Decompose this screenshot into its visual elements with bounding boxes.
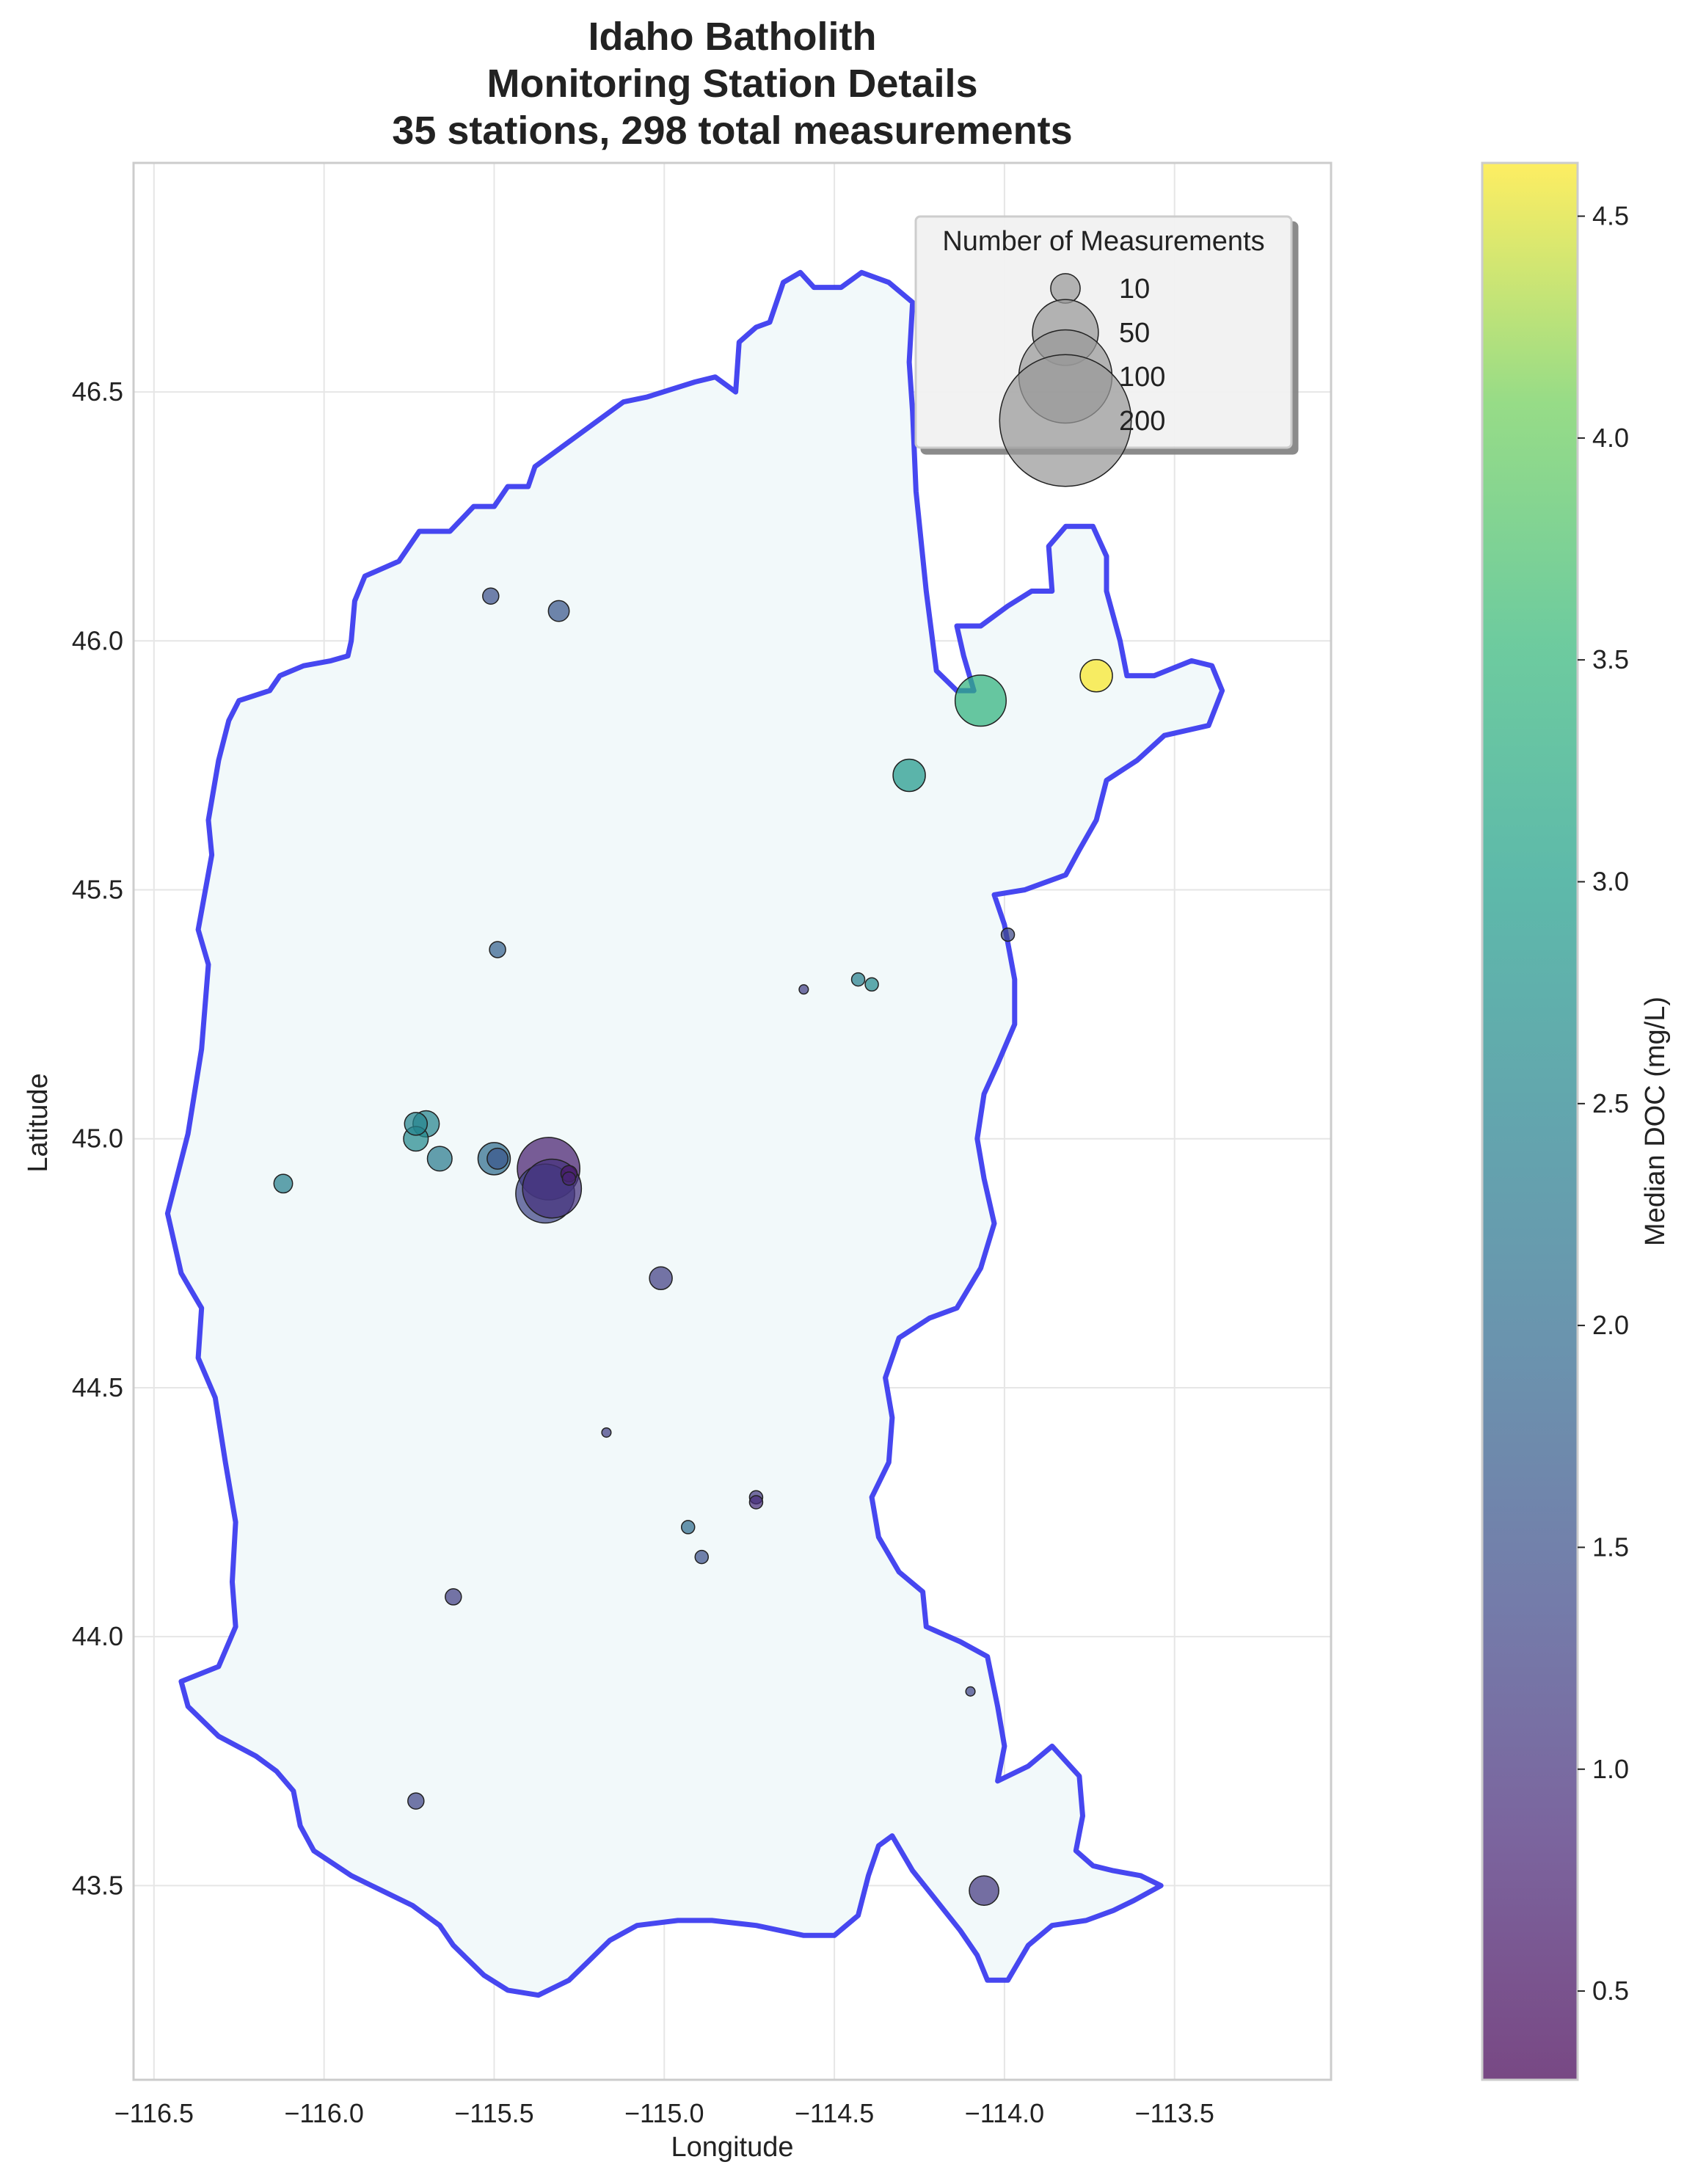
y-tick-label: 44.0 <box>72 1621 123 1651</box>
colorbar: 0.5 1.0 1.5 2.0 2.5 3.0 3.5 4.0 4.5 Median DOC (… <box>1481 161 1671 2081</box>
x-tick-label: −115.5 <box>454 2098 533 2128</box>
legend-entries: 10 50 100 200 <box>999 273 1165 487</box>
x-tick-label: −113.5 <box>1135 2098 1214 2128</box>
chart-title-line-2: Monitoring Station Details <box>487 62 978 106</box>
station-marker <box>798 984 809 995</box>
colorbar-tick-label: 0.5 <box>1592 1976 1629 2006</box>
y-tick-label: 45.5 <box>72 875 123 905</box>
station-marker <box>694 1549 710 1565</box>
legend-label: 200 <box>1119 406 1165 437</box>
x-axis-label: Longitude <box>671 2132 794 2163</box>
chart-title-line-1: Idaho Batholith <box>588 15 877 59</box>
station-marker <box>601 1427 612 1438</box>
station-marker <box>954 674 1007 727</box>
y-tick-label: 43.5 <box>72 1870 123 1900</box>
x-tick-label: −114.5 <box>795 2098 874 2128</box>
station-marker <box>1000 927 1016 942</box>
station-marker <box>892 758 926 793</box>
station-marker <box>864 977 879 992</box>
station-marker <box>445 1588 462 1606</box>
station-marker <box>404 1112 429 1136</box>
y-tick-label: 46.5 <box>72 376 123 407</box>
station-marker <box>1079 659 1113 693</box>
colorbar-tick-label: 3.5 <box>1592 644 1629 674</box>
x-tick-label: −114.0 <box>965 2098 1044 2128</box>
station-marker <box>969 1875 999 1907</box>
chart-title-line-3: 35 stations, 298 total measurements <box>392 109 1072 153</box>
station-marker <box>748 1495 764 1510</box>
y-axis-ticks: 43.5 44.0 44.5 45.0 45.5 46.0 46.5 <box>72 376 123 1900</box>
y-tick-label: 45.0 <box>72 1124 123 1154</box>
x-tick-label: −115.0 <box>624 2098 704 2128</box>
legend-label: 50 <box>1119 318 1150 349</box>
colorbar-ticks: 0.5 1.0 1.5 2.0 2.5 3.0 3.5 4.0 4.5 <box>1578 201 1629 2006</box>
colorbar-tick-label: 4.0 <box>1592 423 1629 453</box>
region-boundary <box>164 269 1225 1998</box>
colorbar-tick-label: 4.5 <box>1592 201 1629 231</box>
station-marker <box>680 1520 696 1535</box>
colorbar-tick-label: 1.0 <box>1592 1754 1629 1784</box>
plot-frame <box>132 161 1333 2081</box>
station-marker <box>486 1147 509 1170</box>
legend-title: Number of Measurements <box>942 226 1264 257</box>
x-tick-label: −116.5 <box>114 2098 194 2128</box>
station-marker <box>489 941 506 958</box>
station-marker <box>407 1792 425 1810</box>
station-marker <box>561 1171 577 1186</box>
size-legend: Number of Measurements 10 50 100 200 <box>914 215 1293 487</box>
y-axis-label: Latitude <box>23 1073 54 1172</box>
colorbar-tick-label: 1.5 <box>1592 1532 1629 1562</box>
colorbar-frame <box>1481 161 1579 2081</box>
colorbar-gradient <box>1482 163 1578 2080</box>
station-markers <box>273 587 1113 1907</box>
legend-label: 100 <box>1119 362 1165 393</box>
legend-marker <box>999 354 1132 487</box>
station-marker <box>547 600 570 622</box>
x-tick-label: −116.0 <box>284 2098 363 2128</box>
legend-marker <box>1050 273 1081 304</box>
colorbar-label: Median DOC (mg/L) <box>1640 997 1671 1246</box>
y-tick-label: 46.0 <box>72 625 123 655</box>
colorbar-tick-label: 2.0 <box>1592 1310 1629 1340</box>
legend-label: 10 <box>1119 274 1150 305</box>
colorbar-tick-label: 2.5 <box>1592 1088 1629 1118</box>
colorbar-tick-label: 3.0 <box>1592 867 1629 897</box>
station-marker <box>965 1686 976 1697</box>
y-tick-label: 44.5 <box>72 1372 123 1402</box>
station-marker <box>482 587 500 605</box>
station-marker <box>273 1173 294 1194</box>
station-marker <box>649 1266 673 1290</box>
x-axis-ticks: −116.5 −116.0 −115.5 −115.0 −114.5 −114.0 −113… <box>114 2098 1214 2128</box>
station-marker <box>850 972 866 987</box>
station-marker <box>426 1146 453 1172</box>
